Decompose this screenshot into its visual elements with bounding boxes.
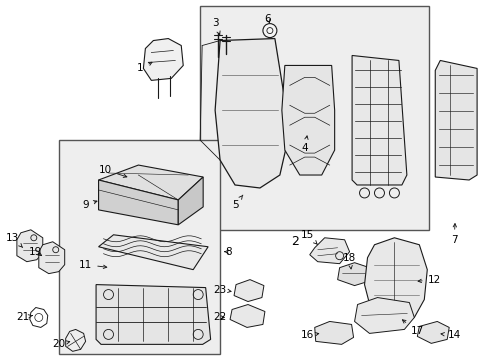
Text: 13: 13 (6, 233, 22, 248)
Text: 11: 11 (79, 260, 106, 270)
Text: 23: 23 (213, 284, 231, 294)
Polygon shape (99, 235, 208, 270)
Polygon shape (96, 285, 210, 345)
Polygon shape (39, 242, 64, 274)
Text: 22: 22 (213, 312, 226, 323)
Bar (59, 140, 220, 354)
Text: 4: 4 (301, 136, 307, 153)
Text: 16: 16 (301, 330, 318, 341)
Text: 7: 7 (450, 224, 457, 245)
Polygon shape (354, 298, 413, 333)
Text: 19: 19 (29, 247, 42, 257)
Polygon shape (434, 60, 476, 180)
Polygon shape (229, 305, 264, 328)
Text: 12: 12 (417, 275, 440, 285)
Text: 1: 1 (137, 62, 152, 73)
Text: 8: 8 (224, 247, 231, 257)
Text: 15: 15 (301, 230, 317, 244)
Polygon shape (364, 238, 427, 321)
Text: 20: 20 (52, 339, 70, 349)
Text: 9: 9 (82, 200, 97, 210)
Polygon shape (143, 39, 183, 80)
Polygon shape (17, 230, 42, 262)
Polygon shape (314, 321, 353, 345)
Polygon shape (309, 238, 349, 264)
Polygon shape (178, 177, 203, 225)
Bar (200, 6, 428, 230)
Polygon shape (416, 321, 448, 343)
Text: 2: 2 (290, 235, 298, 248)
Polygon shape (351, 55, 406, 185)
Polygon shape (99, 180, 178, 225)
Text: 6: 6 (264, 14, 271, 24)
Polygon shape (337, 263, 369, 285)
Polygon shape (99, 165, 203, 200)
Circle shape (263, 24, 276, 37)
Polygon shape (234, 280, 264, 302)
Polygon shape (215, 39, 287, 188)
Text: 3: 3 (211, 18, 220, 35)
Text: 5: 5 (231, 195, 243, 210)
Text: 21: 21 (16, 312, 32, 323)
Text: 14: 14 (440, 330, 460, 341)
Text: 17: 17 (402, 320, 423, 336)
Text: 10: 10 (99, 165, 126, 177)
Text: 18: 18 (342, 253, 355, 269)
Polygon shape (281, 66, 334, 175)
